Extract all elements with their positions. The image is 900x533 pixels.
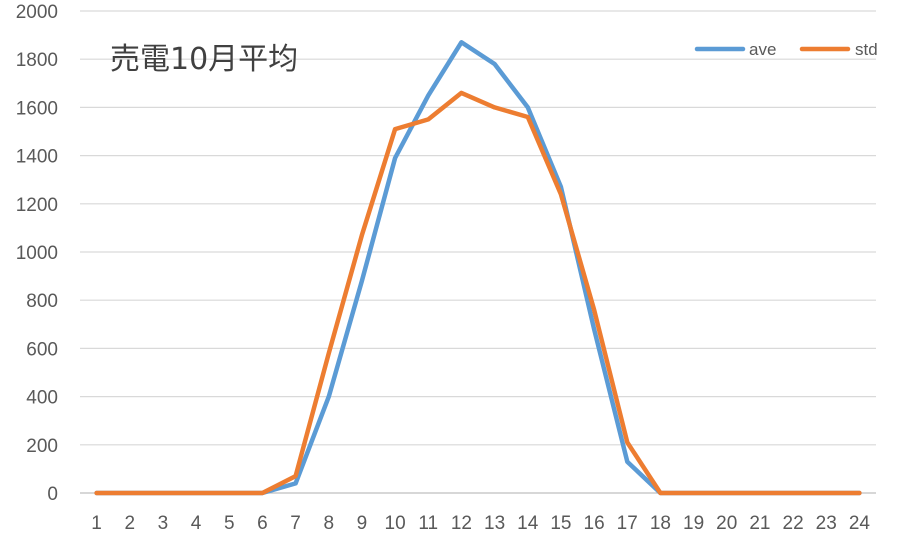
- series-line-std: [94, 90, 862, 496]
- y-tick-label: 1000: [16, 243, 58, 264]
- y-axis-ticks: 0 200 400 600 800 1000 1200 1400 1600 1800 2000: [16, 2, 58, 505]
- x-tick-label: 1: [91, 513, 102, 533]
- x-tick-label: 18: [650, 513, 671, 533]
- y-tick-label: 200: [26, 436, 58, 457]
- x-tick-label: 21: [749, 513, 770, 533]
- y-tick-label: 1400: [16, 147, 58, 168]
- x-tick-label: 14: [517, 513, 539, 533]
- y-tick-label: 400: [26, 388, 58, 409]
- x-tick-label: 5: [224, 513, 235, 533]
- y-tick-label: 1800: [16, 50, 58, 71]
- y-tick-label: 1200: [16, 195, 58, 216]
- x-tick-label: 20: [716, 513, 737, 533]
- x-tick-label: 7: [290, 513, 301, 533]
- y-tick-label: 0: [47, 484, 58, 505]
- x-tick-label: 23: [816, 513, 837, 533]
- x-tick-label: 16: [584, 513, 605, 533]
- gridlines: [80, 10, 876, 494]
- x-tick-label: 8: [323, 513, 334, 533]
- x-axis-ticks: 1 2 3 4 5 6 7 8 9 10 11 12 13 14 15 16 17 18 19 20 21 22 23 24: [91, 513, 870, 533]
- x-tick-label: 19: [683, 513, 704, 533]
- x-tick-label: 11: [418, 513, 438, 533]
- series-line-ave: [94, 40, 862, 496]
- x-tick-label: 6: [257, 513, 268, 533]
- x-tick-label: 3: [158, 513, 169, 533]
- chart-title: 売電10月平均: [110, 42, 298, 77]
- x-tick-label: 10: [385, 513, 406, 533]
- x-tick-label: 13: [484, 513, 505, 533]
- y-tick-label: 1600: [16, 98, 58, 119]
- x-tick-label: 12: [451, 513, 472, 533]
- y-tick-label: 2000: [16, 2, 58, 23]
- x-tick-label: 24: [849, 513, 871, 533]
- y-tick-label: 800: [26, 291, 58, 312]
- x-tick-label: 22: [783, 513, 804, 533]
- x-tick-label: 2: [124, 513, 135, 533]
- legend: ave std: [694, 40, 878, 59]
- legend-label-ave: ave: [749, 40, 776, 59]
- series-lines: [94, 40, 862, 496]
- x-tick-label: 9: [357, 513, 368, 533]
- legend-label-std: std: [855, 40, 878, 59]
- x-tick-label: 15: [550, 513, 571, 533]
- x-tick-label: 17: [617, 513, 638, 533]
- x-tick-label: 4: [191, 513, 202, 533]
- y-tick-label: 600: [26, 339, 58, 360]
